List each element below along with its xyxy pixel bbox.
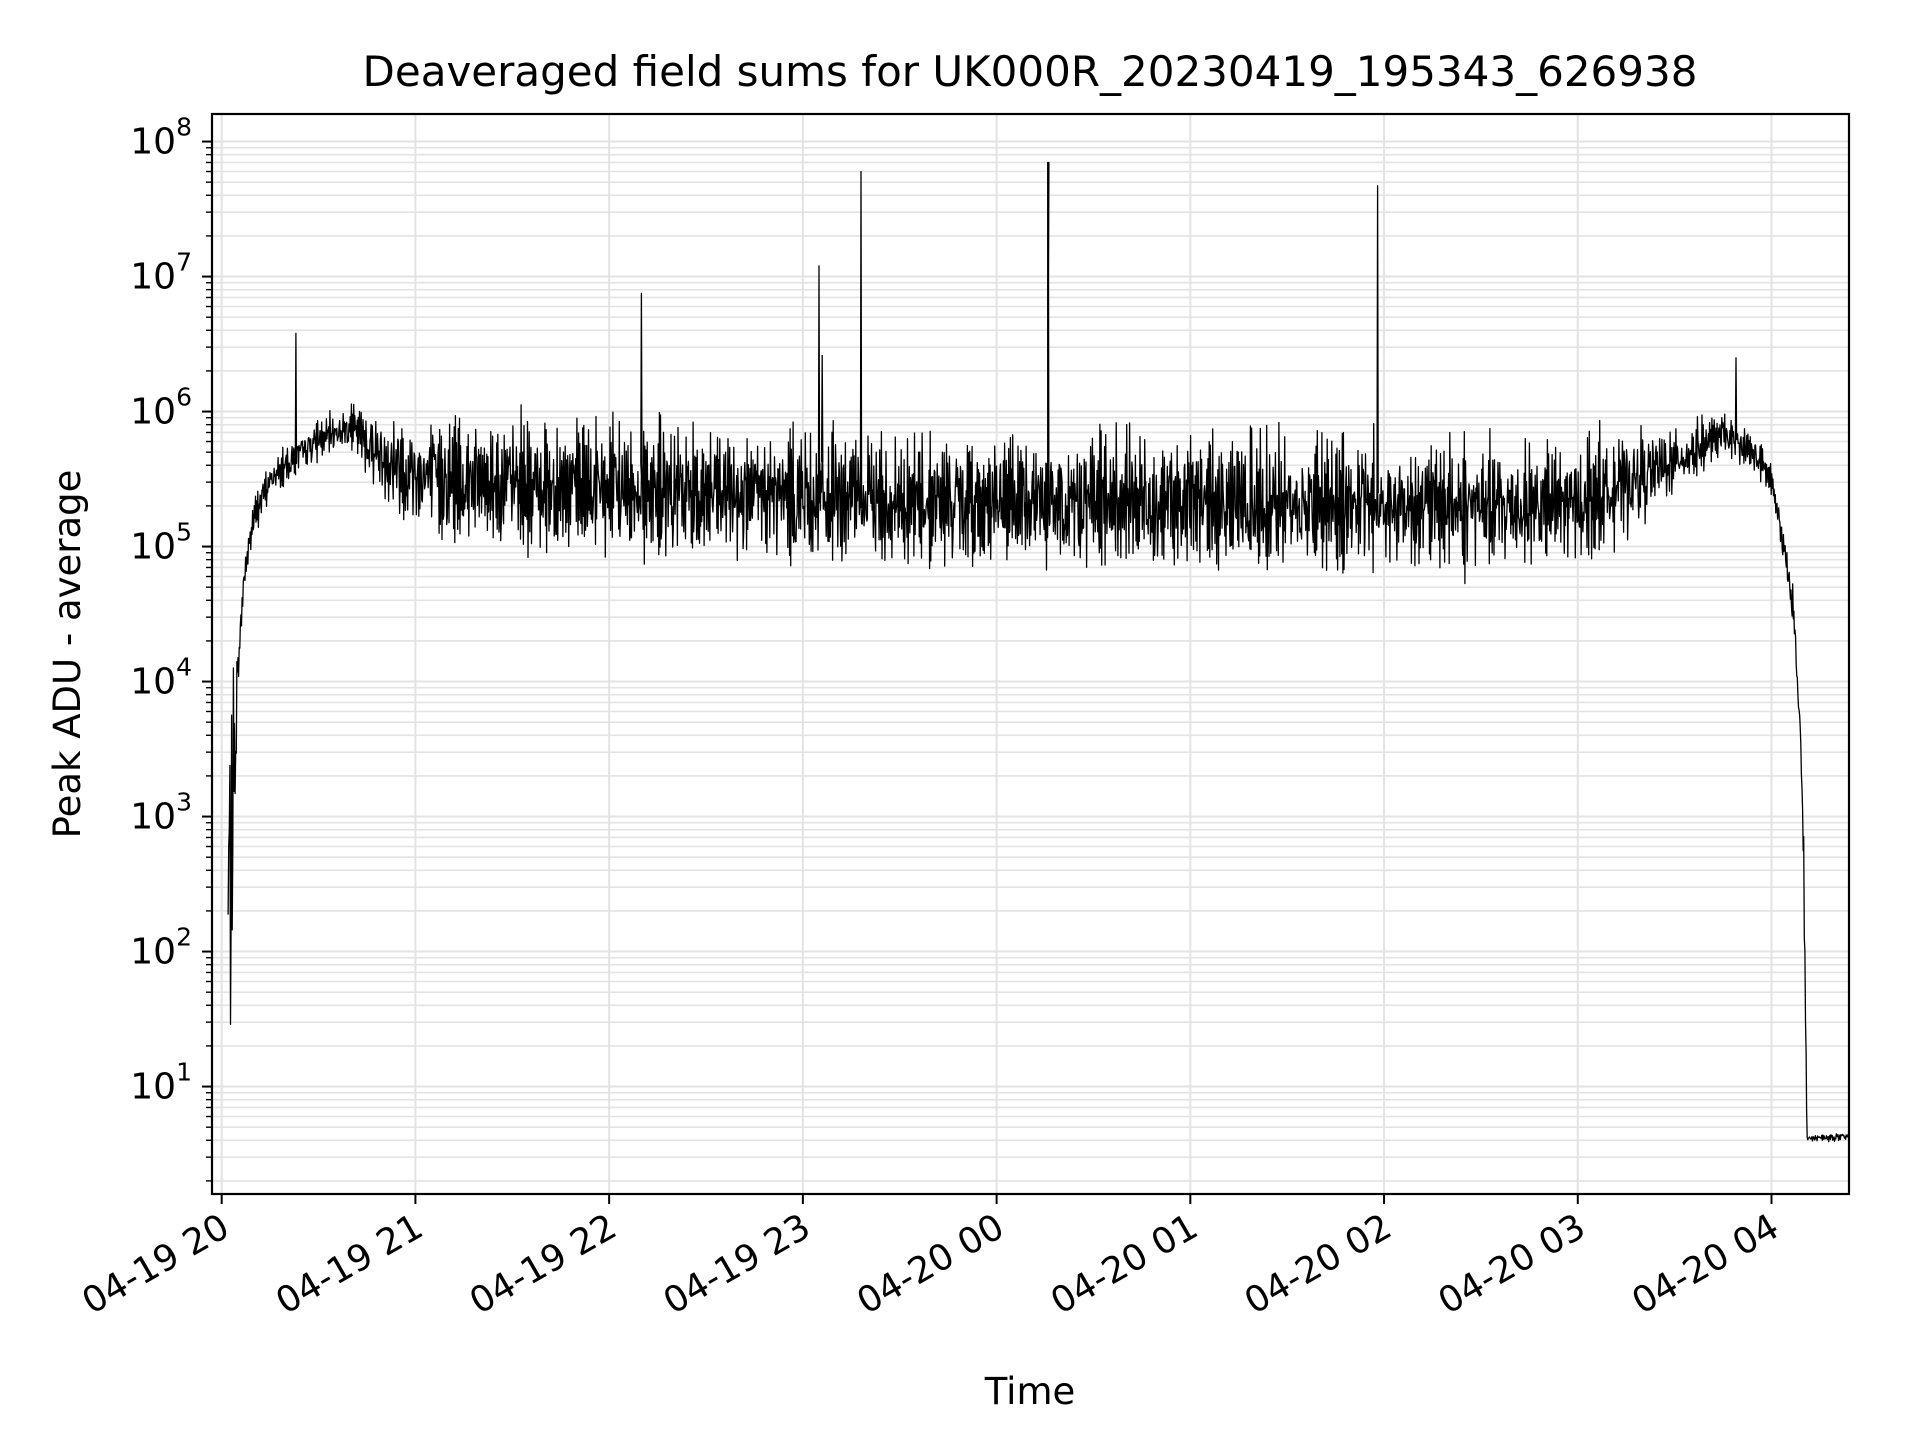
grid [212, 114, 1849, 1194]
x-axis-label: Time [984, 1370, 1076, 1413]
series-line [227, 161, 1850, 1143]
y-tick-label: 107 [130, 248, 192, 298]
chart-title: Deaveraged field sums for UK000R_2023041… [363, 47, 1698, 96]
y-tick-label: 106 [130, 383, 192, 433]
y-axis-label: Peak ADU - average [46, 470, 89, 839]
plot-frame [210, 112, 1851, 1196]
y-tick-label: 102 [130, 923, 192, 973]
y-tick-label: 101 [130, 1058, 192, 1108]
y-tick-label: 104 [130, 653, 192, 703]
y-tick-label: 105 [130, 518, 192, 568]
data-area [227, 161, 1850, 1143]
y-tick-label: 103 [130, 788, 192, 838]
y-tick-label: 108 [130, 113, 192, 163]
